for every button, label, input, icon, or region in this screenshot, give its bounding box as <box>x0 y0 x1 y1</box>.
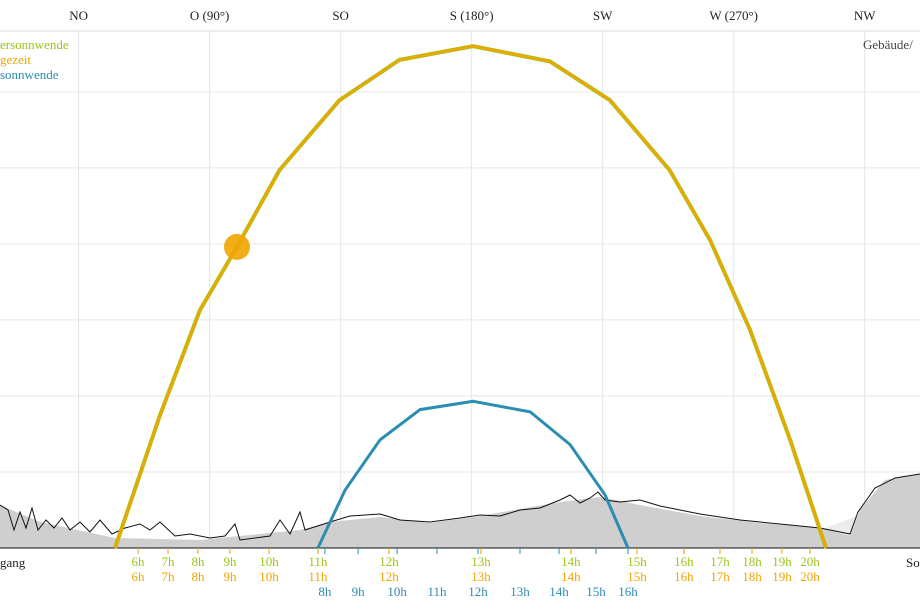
hour-label: 16h <box>674 554 694 569</box>
hour-label: 14h <box>561 554 581 569</box>
hour-label: 18h <box>742 554 762 569</box>
annotation: So <box>906 555 920 570</box>
annotation: Gebäude/ <box>863 37 913 52</box>
annotation: gang <box>0 555 26 570</box>
hour-label: 16h <box>618 584 638 599</box>
compass-label: NW <box>854 8 876 23</box>
hour-label: 12h <box>468 584 488 599</box>
hour-label: 17h <box>710 554 730 569</box>
hour-label: 13h <box>471 554 491 569</box>
hour-label: 10h <box>259 569 279 584</box>
hour-label: 9h <box>224 554 238 569</box>
hour-label: 6h <box>132 569 146 584</box>
hour-label: 14h <box>549 584 569 599</box>
legend-entry: ersonnwende <box>0 37 69 52</box>
hour-label: 11h <box>427 584 447 599</box>
hour-label: 19h <box>772 569 792 584</box>
legend-entry: gezeit <box>0 52 31 67</box>
terrain <box>0 474 920 548</box>
hour-label: 9h <box>352 584 366 599</box>
hour-label: 8h <box>191 554 205 569</box>
hour-label: 20h <box>800 554 820 569</box>
hour-label: 15h <box>627 554 647 569</box>
hour-label: 15h <box>586 584 606 599</box>
hour-label: 12h <box>379 554 399 569</box>
hour-label: 15h <box>627 569 647 584</box>
hour-label: 6h <box>132 554 146 569</box>
hour-label: 18h <box>742 569 762 584</box>
compass-label: SO <box>332 8 349 23</box>
hour-label: 11h <box>308 554 328 569</box>
sun-path <box>316 399 630 549</box>
compass-label: O (90°) <box>190 8 230 23</box>
sun-marker <box>223 233 250 260</box>
plot: 6h 7h 8h 9h 10h 11h 12h 13h 14h 15h 16h 17h 18h 19h 20… <box>113 44 828 599</box>
hour-label: 20h <box>800 569 820 584</box>
legend-entry: sonnwende <box>0 67 59 82</box>
hour-label: 12h <box>379 569 399 584</box>
grid <box>0 30 920 548</box>
hour-label: 10h <box>387 584 407 599</box>
compass-label: NO <box>69 8 88 23</box>
hour-label: 11h <box>308 569 328 584</box>
hour-label: 9h <box>224 569 238 584</box>
sun-path <box>113 44 828 549</box>
compass-label: W (270°) <box>709 8 758 23</box>
hour-label: 8h <box>191 569 205 584</box>
hour-label: 7h <box>161 569 175 584</box>
compass-label: SW <box>593 8 613 23</box>
hour-label: 8h <box>318 584 332 599</box>
compass-label: S (180°) <box>450 8 494 23</box>
hour-label: 13h <box>510 584 530 599</box>
hour-label: 13h <box>471 569 491 584</box>
hour-label: 16h <box>674 569 694 584</box>
hour-label: 17h <box>710 569 730 584</box>
hour-label: 14h <box>561 569 581 584</box>
hour-label: 19h <box>772 554 792 569</box>
horizon-line <box>0 473 920 541</box>
hour-label: 7h <box>161 554 175 569</box>
hour-label: 10h <box>259 554 279 569</box>
